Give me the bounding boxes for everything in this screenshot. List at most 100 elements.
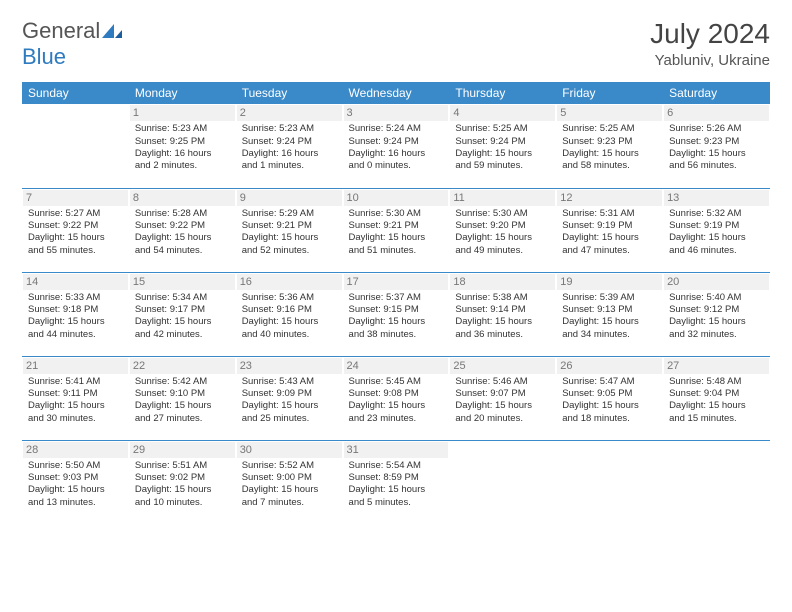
daylight-line: Daylight: 15 hours and 58 minutes. <box>562 148 657 173</box>
weekday-header: Wednesday <box>343 82 450 104</box>
sunset-line: Sunset: 9:23 PM <box>669 136 764 148</box>
daylight-line: Daylight: 15 hours and 13 minutes. <box>28 484 123 509</box>
page-title: July 2024 <box>650 18 770 50</box>
sunset-line: Sunset: 9:09 PM <box>242 388 337 400</box>
sunrise-line: Sunrise: 5:54 AM <box>349 460 444 472</box>
day-number: 5 <box>557 105 662 121</box>
daylight-line: Daylight: 15 hours and 56 minutes. <box>669 148 764 173</box>
calendar-day-cell: 9Sunrise: 5:29 AMSunset: 9:21 PMDaylight… <box>236 188 343 272</box>
sunset-line: Sunset: 9:18 PM <box>28 304 123 316</box>
sunset-line: Sunset: 9:13 PM <box>562 304 657 316</box>
calendar-day-cell: 25Sunrise: 5:46 AMSunset: 9:07 PMDayligh… <box>449 356 556 440</box>
sunset-line: Sunset: 9:24 PM <box>242 136 337 148</box>
calendar-day-cell: 17Sunrise: 5:37 AMSunset: 9:15 PMDayligh… <box>343 272 450 356</box>
weekday-header: Monday <box>129 82 236 104</box>
daylight-line: Daylight: 15 hours and 54 minutes. <box>135 232 230 257</box>
sunrise-line: Sunrise: 5:47 AM <box>562 376 657 388</box>
calendar-day-cell: 22Sunrise: 5:42 AMSunset: 9:10 PMDayligh… <box>129 356 236 440</box>
calendar-day-cell: 2Sunrise: 5:23 AMSunset: 9:24 PMDaylight… <box>236 104 343 188</box>
sunset-line: Sunset: 9:24 PM <box>455 136 550 148</box>
sunrise-line: Sunrise: 5:25 AM <box>562 123 657 135</box>
daylight-line: Daylight: 15 hours and 47 minutes. <box>562 232 657 257</box>
daylight-line: Daylight: 15 hours and 51 minutes. <box>349 232 444 257</box>
calendar-header-row: SundayMondayTuesdayWednesdayThursdayFrid… <box>22 82 770 104</box>
daylight-line: Daylight: 15 hours and 5 minutes. <box>349 484 444 509</box>
day-number: 6 <box>664 105 769 121</box>
day-number: 23 <box>237 358 342 374</box>
calendar-day-cell: 13Sunrise: 5:32 AMSunset: 9:19 PMDayligh… <box>663 188 770 272</box>
calendar-table: SundayMondayTuesdayWednesdayThursdayFrid… <box>22 82 770 524</box>
calendar-week-row: 21Sunrise: 5:41 AMSunset: 9:11 PMDayligh… <box>22 356 770 440</box>
daylight-line: Daylight: 15 hours and 40 minutes. <box>242 316 337 341</box>
sunset-line: Sunset: 9:05 PM <box>562 388 657 400</box>
sunset-line: Sunset: 9:03 PM <box>28 472 123 484</box>
day-number: 2 <box>237 105 342 121</box>
sunset-line: Sunset: 9:21 PM <box>242 220 337 232</box>
day-number: 1 <box>130 105 235 121</box>
logo: General Blue <box>22 18 124 70</box>
sunrise-line: Sunrise: 5:37 AM <box>349 292 444 304</box>
daylight-line: Daylight: 15 hours and 49 minutes. <box>455 232 550 257</box>
calendar-day-cell: 12Sunrise: 5:31 AMSunset: 9:19 PMDayligh… <box>556 188 663 272</box>
sunrise-line: Sunrise: 5:27 AM <box>28 208 123 220</box>
calendar-day-cell: 16Sunrise: 5:36 AMSunset: 9:16 PMDayligh… <box>236 272 343 356</box>
calendar-day-cell: 19Sunrise: 5:39 AMSunset: 9:13 PMDayligh… <box>556 272 663 356</box>
calendar-week-row: 1Sunrise: 5:23 AMSunset: 9:25 PMDaylight… <box>22 104 770 188</box>
weekday-header: Thursday <box>449 82 556 104</box>
sunrise-line: Sunrise: 5:30 AM <box>349 208 444 220</box>
day-number: 15 <box>130 274 235 290</box>
sunrise-line: Sunrise: 5:39 AM <box>562 292 657 304</box>
sunset-line: Sunset: 9:11 PM <box>28 388 123 400</box>
location-subtitle: Yabluniv, Ukraine <box>650 52 770 69</box>
daylight-line: Daylight: 15 hours and 59 minutes. <box>455 148 550 173</box>
day-number: 11 <box>450 190 555 206</box>
calendar-day-cell: 15Sunrise: 5:34 AMSunset: 9:17 PMDayligh… <box>129 272 236 356</box>
day-number: 29 <box>130 442 235 458</box>
title-block: July 2024 Yabluniv, Ukraine <box>650 18 770 69</box>
calendar-empty-cell <box>663 440 770 524</box>
daylight-line: Daylight: 15 hours and 15 minutes. <box>669 400 764 425</box>
sunset-line: Sunset: 9:24 PM <box>349 136 444 148</box>
calendar-day-cell: 23Sunrise: 5:43 AMSunset: 9:09 PMDayligh… <box>236 356 343 440</box>
sunset-line: Sunset: 9:14 PM <box>455 304 550 316</box>
daylight-line: Daylight: 15 hours and 10 minutes. <box>135 484 230 509</box>
sunset-line: Sunset: 9:08 PM <box>349 388 444 400</box>
sunrise-line: Sunrise: 5:30 AM <box>455 208 550 220</box>
day-number: 30 <box>237 442 342 458</box>
day-number: 17 <box>344 274 449 290</box>
sunrise-line: Sunrise: 5:23 AM <box>135 123 230 135</box>
sunset-line: Sunset: 9:12 PM <box>669 304 764 316</box>
calendar-empty-cell <box>556 440 663 524</box>
daylight-line: Daylight: 15 hours and 44 minutes. <box>28 316 123 341</box>
day-number: 14 <box>23 274 128 290</box>
sunrise-line: Sunrise: 5:51 AM <box>135 460 230 472</box>
sunset-line: Sunset: 9:16 PM <box>242 304 337 316</box>
calendar-day-cell: 20Sunrise: 5:40 AMSunset: 9:12 PMDayligh… <box>663 272 770 356</box>
sunrise-line: Sunrise: 5:43 AM <box>242 376 337 388</box>
sunrise-line: Sunrise: 5:34 AM <box>135 292 230 304</box>
sunrise-line: Sunrise: 5:31 AM <box>562 208 657 220</box>
daylight-line: Daylight: 15 hours and 18 minutes. <box>562 400 657 425</box>
daylight-line: Daylight: 15 hours and 55 minutes. <box>28 232 123 257</box>
sunset-line: Sunset: 9:25 PM <box>135 136 230 148</box>
weekday-header: Tuesday <box>236 82 343 104</box>
daylight-line: Daylight: 15 hours and 27 minutes. <box>135 400 230 425</box>
day-number: 21 <box>23 358 128 374</box>
sail-icon <box>102 24 124 40</box>
calendar-week-row: 7Sunrise: 5:27 AMSunset: 9:22 PMDaylight… <box>22 188 770 272</box>
day-number: 25 <box>450 358 555 374</box>
sunrise-line: Sunrise: 5:42 AM <box>135 376 230 388</box>
sunrise-line: Sunrise: 5:25 AM <box>455 123 550 135</box>
daylight-line: Daylight: 16 hours and 0 minutes. <box>349 148 444 173</box>
sunset-line: Sunset: 9:21 PM <box>349 220 444 232</box>
calendar-day-cell: 30Sunrise: 5:52 AMSunset: 9:00 PMDayligh… <box>236 440 343 524</box>
sunset-line: Sunset: 9:10 PM <box>135 388 230 400</box>
day-number: 7 <box>23 190 128 206</box>
day-number: 20 <box>664 274 769 290</box>
sunset-line: Sunset: 9:07 PM <box>455 388 550 400</box>
calendar-empty-cell <box>449 440 556 524</box>
daylight-line: Daylight: 15 hours and 46 minutes. <box>669 232 764 257</box>
day-number: 3 <box>344 105 449 121</box>
daylight-line: Daylight: 16 hours and 2 minutes. <box>135 148 230 173</box>
sunset-line: Sunset: 9:04 PM <box>669 388 764 400</box>
